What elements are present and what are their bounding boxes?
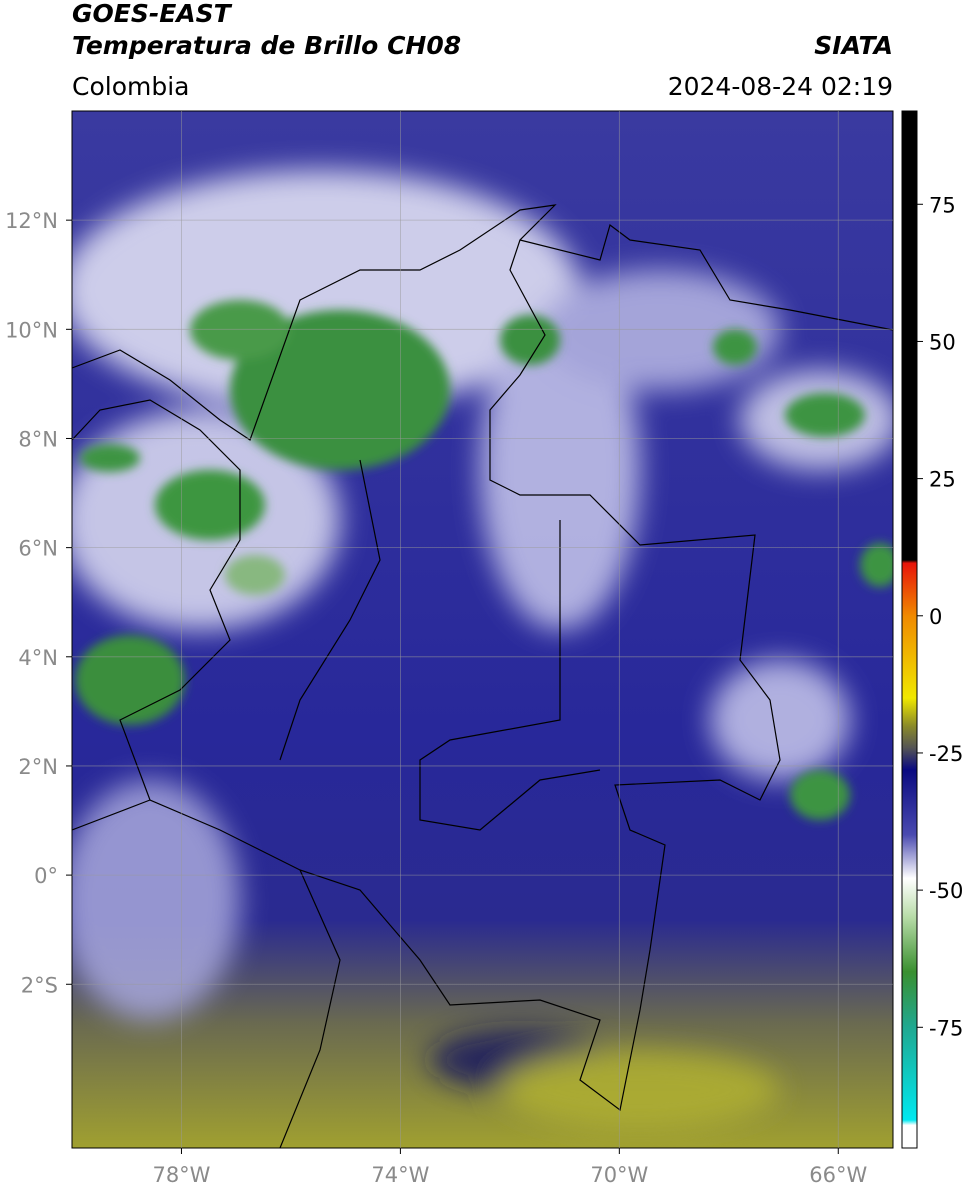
satellite-image [72, 111, 893, 1148]
y-tick-label: 2°N [18, 755, 58, 779]
datetime: 2024-08-24 02:19 [668, 72, 893, 101]
source: SIATA [814, 31, 893, 60]
colorbar-tick-label: -50 [929, 879, 963, 903]
map-frame [71, 110, 894, 1149]
y-tick-label: 8°N [18, 427, 58, 451]
colorbar-tick-label: 50 [929, 330, 956, 354]
subtitle: Temperatura de Brillo CH08 [72, 31, 461, 60]
region: Colombia [72, 72, 189, 101]
y-tick-label: 10°N [5, 318, 58, 342]
x-tick-label: 66°W [809, 1163, 867, 1187]
colorbar-tick-label: -75 [929, 1016, 963, 1040]
title: GOES-EAST [72, 0, 233, 28]
y-tick-label: 12°N [5, 209, 58, 233]
colorbar-tick-label: 25 [929, 468, 956, 492]
x-tick-label: 70°W [590, 1163, 648, 1187]
y-tick-label: 0° [34, 864, 58, 888]
y-tick-label: 2°S [21, 973, 58, 997]
x-tick-label: 74°W [371, 1163, 429, 1187]
x-tick-label: 78°W [152, 1163, 210, 1187]
y-tick-label: 6°N [18, 537, 58, 561]
colorbar-tick-label: -25 [929, 742, 963, 766]
colorbar-tick-label: 0 [929, 605, 942, 629]
colorbar [901, 110, 918, 1149]
y-tick-label: 4°N [18, 646, 58, 670]
colorbar-tick-label: 75 [929, 193, 956, 217]
